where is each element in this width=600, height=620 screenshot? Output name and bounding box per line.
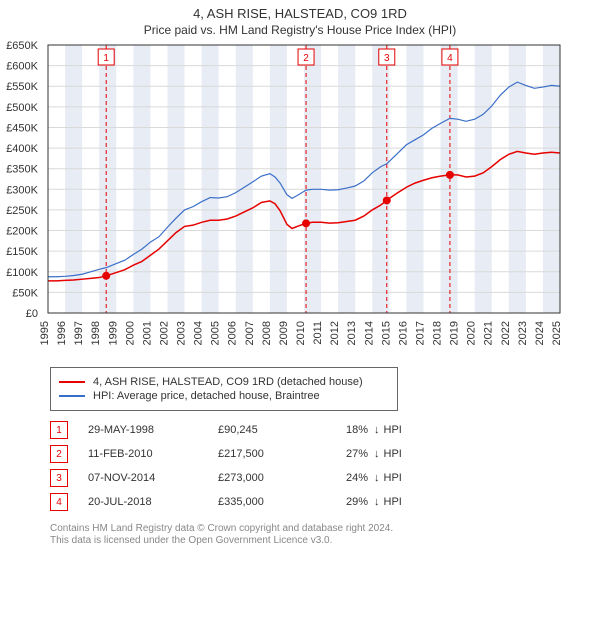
sale-price: £273,000 (218, 472, 328, 484)
down-arrow-icon: ↓ (374, 424, 380, 436)
svg-text:2024: 2024 (534, 321, 546, 345)
footer: Contains HM Land Registry data © Crown c… (50, 523, 600, 546)
sale-rel: HPI (384, 496, 402, 508)
svg-text:2022: 2022 (500, 321, 512, 345)
legend-label-property: 4, ASH RISE, HALSTEAD, CO9 1RD (detached… (93, 376, 363, 388)
sale-pct: 29% (328, 496, 368, 508)
svg-text:2001: 2001 (141, 321, 153, 345)
chart-container: £0£50K£100K£150K£200K£250K£300K£350K£400… (44, 41, 600, 361)
svg-text:£100K: £100K (6, 267, 38, 279)
svg-text:1999: 1999 (107, 321, 119, 345)
price-chart: £0£50K£100K£150K£200K£250K£300K£350K£400… (44, 41, 564, 361)
svg-text:2010: 2010 (295, 321, 307, 345)
sale-price: £335,000 (218, 496, 328, 508)
footer-line-1: Contains HM Land Registry data © Crown c… (50, 523, 600, 534)
sale-price: £90,245 (218, 424, 328, 436)
sale-pct: 18% (328, 424, 368, 436)
legend: 4, ASH RISE, HALSTEAD, CO9 1RD (detached… (50, 367, 398, 411)
svg-text:2017: 2017 (414, 321, 426, 345)
svg-text:£350K: £350K (6, 164, 38, 176)
footer-line-2: This data is licensed under the Open Gov… (50, 535, 600, 546)
svg-text:2000: 2000 (124, 321, 136, 345)
sale-row: 2 11-FEB-2010£217,50027% ↓ HPI (50, 445, 600, 463)
down-arrow-icon: ↓ (374, 448, 380, 460)
sale-pct: 24% (328, 472, 368, 484)
svg-text:£250K: £250K (6, 205, 38, 217)
sale-row: 1 29-MAY-1998£90,24518% ↓ HPI (50, 421, 600, 439)
svg-text:2021: 2021 (483, 321, 495, 345)
title-line-2: Price paid vs. HM Land Registry's House … (0, 23, 600, 37)
svg-text:1995: 1995 (39, 321, 51, 345)
svg-text:2023: 2023 (517, 321, 529, 345)
svg-text:£650K: £650K (6, 40, 38, 52)
svg-text:£50K: £50K (12, 287, 38, 299)
legend-swatch-property (59, 381, 85, 383)
down-arrow-icon: ↓ (374, 496, 380, 508)
svg-text:£300K: £300K (6, 184, 38, 196)
svg-text:£400K: £400K (6, 143, 38, 155)
svg-text:2020: 2020 (466, 321, 478, 345)
sale-date: 07-NOV-2014 (88, 472, 218, 484)
svg-text:1998: 1998 (90, 321, 102, 345)
svg-text:2007: 2007 (244, 321, 256, 345)
svg-text:£600K: £600K (6, 61, 38, 73)
svg-text:£500K: £500K (6, 102, 38, 114)
sale-date: 20-JUL-2018 (88, 496, 218, 508)
svg-text:2004: 2004 (193, 321, 205, 345)
legend-row-hpi: HPI: Average price, detached house, Brai… (59, 390, 389, 402)
down-arrow-icon: ↓ (374, 472, 380, 484)
svg-text:£0: £0 (26, 308, 38, 320)
sale-marker: 3 (50, 469, 68, 487)
sale-marker: 2 (50, 445, 68, 463)
svg-text:2016: 2016 (397, 321, 409, 345)
sale-row: 4 20-JUL-2018£335,00029% ↓ HPI (50, 493, 600, 511)
svg-text:2003: 2003 (176, 321, 188, 345)
svg-text:2014: 2014 (363, 321, 375, 345)
sale-rel: HPI (384, 424, 402, 436)
legend-label-hpi: HPI: Average price, detached house, Brai… (93, 390, 320, 402)
svg-text:1: 1 (103, 53, 109, 64)
sale-marker: 1 (50, 421, 68, 439)
svg-text:2002: 2002 (158, 321, 170, 345)
svg-text:£150K: £150K (6, 246, 38, 258)
svg-text:2012: 2012 (329, 321, 341, 345)
svg-text:2: 2 (303, 53, 309, 64)
svg-text:2011: 2011 (312, 321, 324, 345)
legend-swatch-hpi (59, 395, 85, 397)
svg-text:2008: 2008 (261, 321, 273, 345)
title-line-1: 4, ASH RISE, HALSTEAD, CO9 1RD (0, 6, 600, 21)
svg-text:4: 4 (447, 53, 453, 64)
svg-text:2025: 2025 (551, 321, 563, 345)
svg-text:2005: 2005 (210, 321, 222, 345)
svg-text:2019: 2019 (449, 321, 461, 345)
svg-text:£550K: £550K (6, 81, 38, 93)
svg-text:£450K: £450K (6, 122, 38, 134)
chart-titles: 4, ASH RISE, HALSTEAD, CO9 1RD Price pai… (0, 0, 600, 37)
sale-row: 3 07-NOV-2014£273,00024% ↓ HPI (50, 469, 600, 487)
sale-date: 29-MAY-1998 (88, 424, 218, 436)
sales-table: 1 29-MAY-1998£90,24518% ↓ HPI 2 11-FEB-2010£2… (50, 421, 600, 511)
sale-pct: 27% (328, 448, 368, 460)
svg-text:2006: 2006 (227, 321, 239, 345)
sale-date: 11-FEB-2010 (88, 448, 218, 460)
svg-text:2009: 2009 (278, 321, 290, 345)
svg-text:1996: 1996 (56, 321, 68, 345)
sale-rel: HPI (384, 448, 402, 460)
svg-text:2018: 2018 (432, 321, 444, 345)
sale-rel: HPI (384, 472, 402, 484)
sale-price: £217,500 (218, 448, 328, 460)
legend-row-property: 4, ASH RISE, HALSTEAD, CO9 1RD (detached… (59, 376, 389, 388)
svg-text:1997: 1997 (73, 321, 85, 345)
svg-text:£200K: £200K (6, 226, 38, 238)
svg-text:2013: 2013 (346, 321, 358, 345)
svg-text:2015: 2015 (380, 321, 392, 345)
sale-marker: 4 (50, 493, 68, 511)
svg-text:3: 3 (384, 53, 390, 64)
